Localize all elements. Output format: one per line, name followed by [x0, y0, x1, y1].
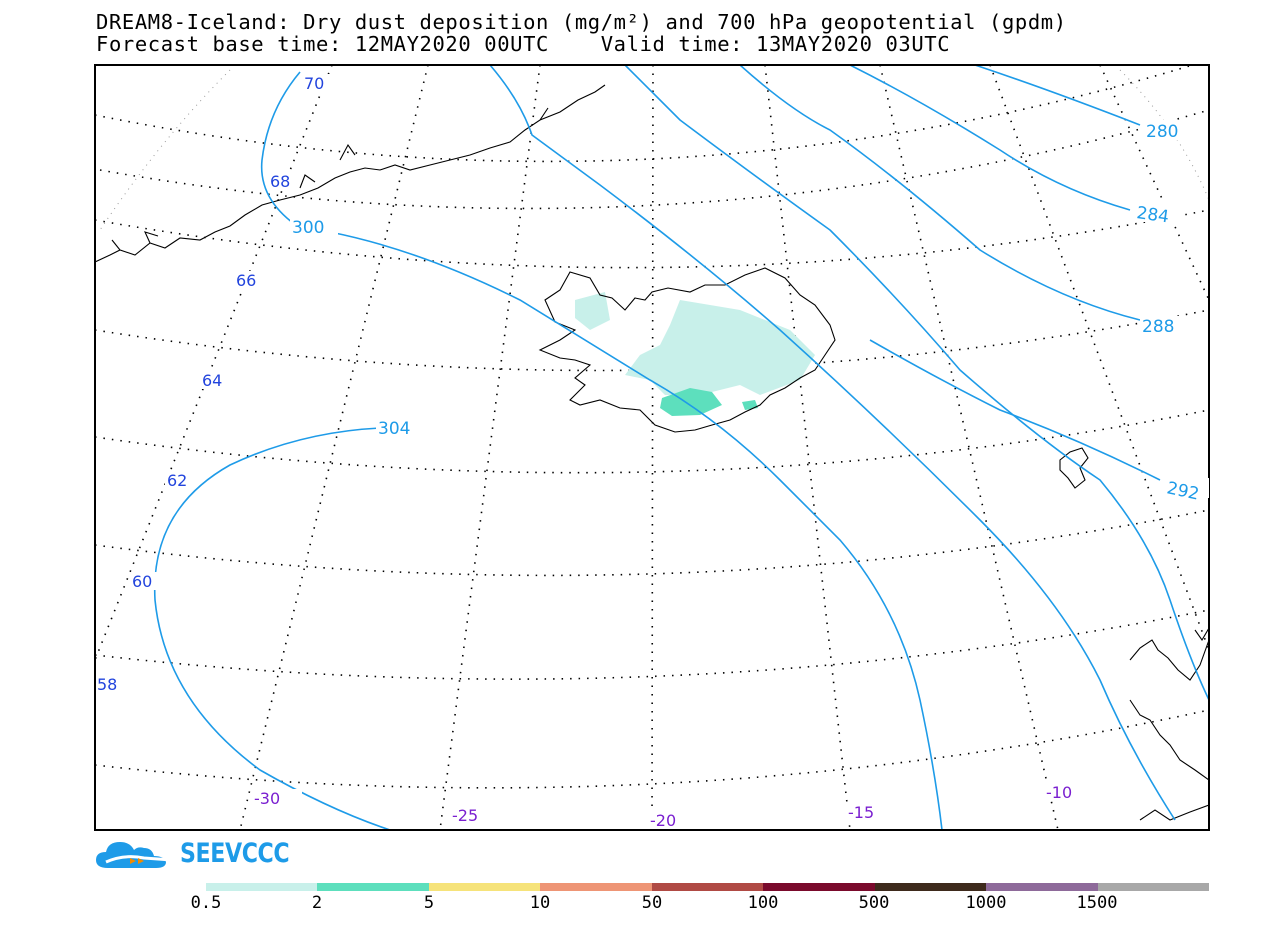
colorbar-segment — [1097, 883, 1209, 891]
longitude-graticule — [95, 65, 1209, 830]
colorbar-label: 100 — [747, 893, 779, 913]
colorbar-label: 5 — [423, 893, 435, 913]
longitude-label: -10 — [1046, 783, 1072, 802]
colorbar-segment — [651, 883, 764, 891]
latitude-label: 60 — [132, 572, 152, 591]
map-frame — [94, 64, 1210, 831]
geopotential-label: 284 — [1135, 203, 1170, 227]
colorbar-segment — [317, 883, 429, 891]
colorbar-label: 500 — [858, 893, 890, 913]
colorbar-segment — [206, 883, 318, 891]
geopotential-label: 280 — [1146, 122, 1178, 142]
geopotential-labels: 300 304 280 284 288 292 — [290, 120, 1209, 505]
latitude-label: 58 — [97, 675, 117, 694]
latitude-label: 68 — [270, 172, 290, 191]
colorbar-label: 0.5 — [190, 893, 222, 913]
latitude-graticule — [95, 65, 1209, 789]
map-subtitle: Forecast base time: 12MAY2020 00UTC Vali… — [96, 32, 951, 56]
longitude-label: -25 — [452, 806, 478, 825]
colorbar-label: 2 — [311, 893, 323, 913]
latitude-label: 66 — [236, 271, 256, 290]
cloud-arrows-icon — [96, 842, 173, 868]
dust-shading-area — [742, 400, 758, 410]
dust-shading-area — [625, 300, 815, 395]
colorbar-label: 10 — [529, 893, 551, 913]
colorbar-label: 1000 — [965, 893, 1007, 913]
geopotential-contours — [153, 65, 1209, 830]
dust-shading-area — [575, 292, 610, 330]
colorbar-segment — [540, 883, 652, 891]
latitude-label: 62 — [167, 471, 187, 490]
latitude-label: 64 — [202, 371, 222, 390]
colorbar-segment — [763, 883, 875, 891]
latitude-labels: 70 68 66 64 62 60 58 — [96, 74, 332, 694]
map-title: DREAM8-Iceland: Dry dust deposition (mg/… — [96, 10, 1067, 34]
colorbar-segment — [874, 883, 987, 891]
colorbar — [206, 883, 1209, 891]
longitude-label: -15 — [848, 803, 874, 822]
dust-deposition-shading — [575, 292, 815, 416]
colorbar-label: 50 — [641, 893, 663, 913]
longitude-labels: -30 -25 -20 -15 -10 — [252, 783, 1094, 830]
geopotential-label: 288 — [1142, 317, 1174, 337]
longitude-label: -20 — [650, 811, 676, 830]
seevccc-logo-text: SEEVCCC — [180, 838, 290, 869]
longitude-label: -30 — [254, 789, 280, 808]
geopotential-label: 300 — [292, 218, 324, 238]
geopotential-label: 304 — [378, 419, 410, 439]
coastlines — [95, 84, 1209, 821]
latitude-label: 70 — [304, 74, 324, 93]
colorbar-segment — [428, 883, 541, 891]
colorbar-segment — [986, 883, 1098, 891]
colorbar-label: 1500 — [1076, 893, 1118, 913]
